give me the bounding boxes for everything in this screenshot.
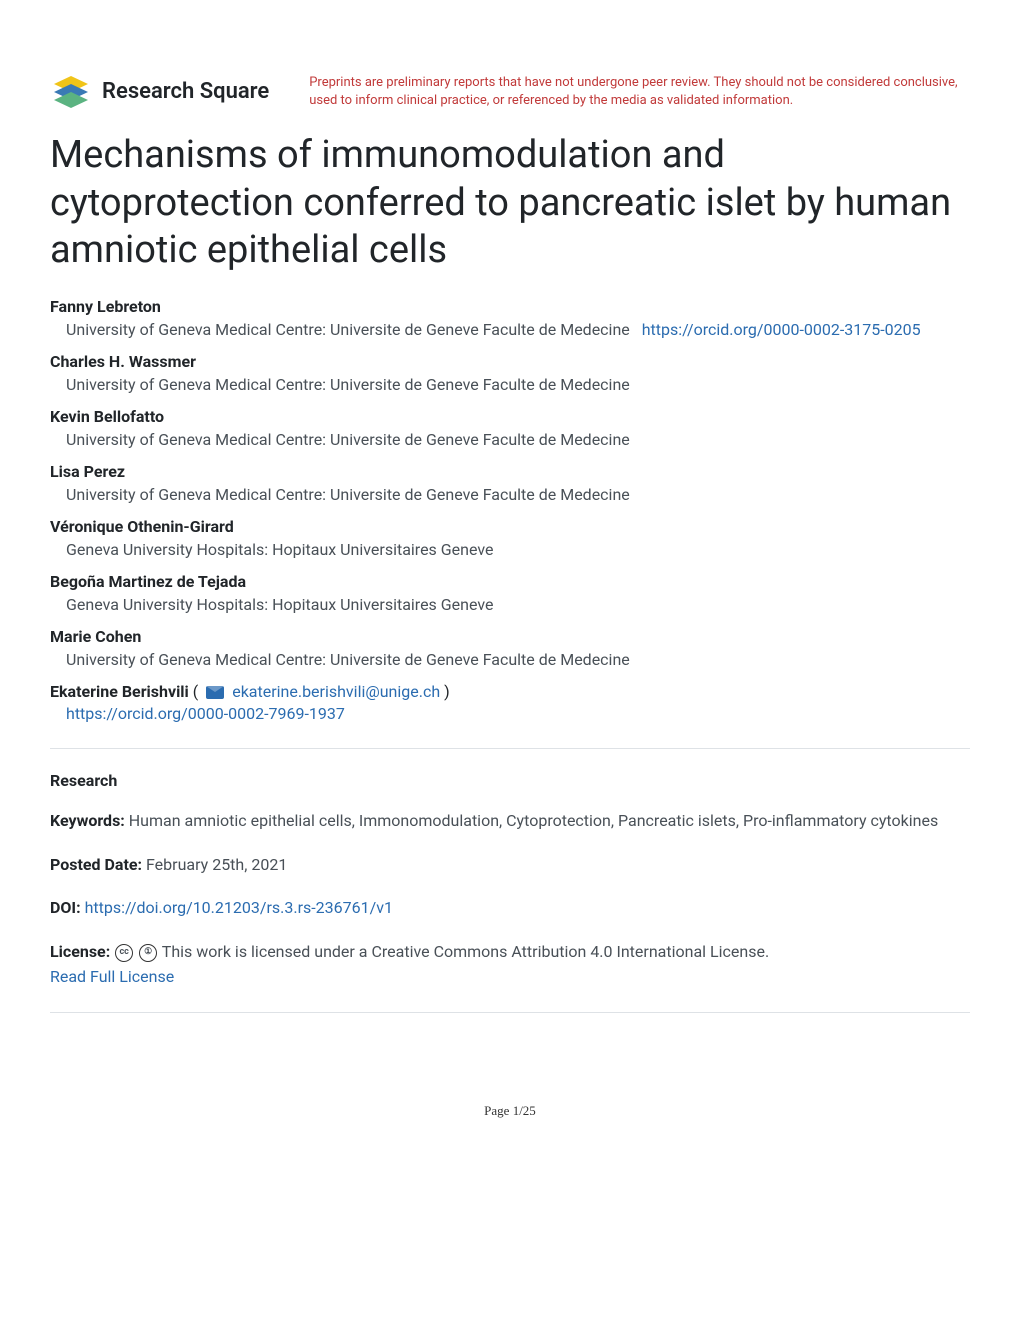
author-name: Ekaterine Berishvili (50, 682, 189, 701)
author-affiliation: University of Geneva Medical Centre: Uni… (50, 648, 970, 672)
corresponding-author-block: Ekaterine Berishvili ( ekaterine.berishv… (50, 682, 970, 727)
affiliation-text: University of Geneva Medical Centre: Uni… (66, 320, 630, 339)
author-affiliation: University of Geneva Medical Centre: Uni… (50, 373, 970, 397)
author-name: Lisa Perez (50, 462, 970, 481)
cc-icon: cc (115, 944, 133, 962)
author-block: Begoña Martinez de Tejada Geneva Univers… (50, 572, 970, 617)
author-name: Fanny Lebreton (50, 297, 970, 316)
author-name: Charles H. Wassmer (50, 352, 970, 371)
keywords-label: Keywords: (50, 811, 125, 830)
author-affiliation: Geneva University Hospitals: Hopitaux Un… (50, 593, 970, 617)
author-affiliation: University of Geneva Medical Centre: Uni… (50, 483, 970, 507)
corresponding-email[interactable]: ekaterine.berishvili@unige.ch (232, 682, 440, 701)
author-name: Marie Cohen (50, 627, 970, 646)
keywords-row: Keywords: Human amniotic epithelial cell… (50, 808, 970, 834)
logo[interactable]: Research Square (50, 70, 269, 112)
authors-list: Fanny Lebreton University of Geneva Medi… (50, 297, 970, 727)
corresponding-author-line: Ekaterine Berishvili ( ekaterine.berishv… (50, 682, 970, 701)
author-block: Véronique Othenin-Girard Geneva Universi… (50, 517, 970, 562)
author-block: Marie Cohen University of Geneva Medical… (50, 627, 970, 672)
posted-date-value: February 25th, 2021 (146, 855, 287, 874)
author-affiliation: University of Geneva Medical Centre: Uni… (50, 318, 970, 342)
preprint-disclaimer: Preprints are preliminary reports that h… (309, 70, 970, 110)
header: Research Square Preprints are preliminar… (50, 70, 970, 112)
envelope-icon (206, 686, 224, 699)
author-block: Lisa Perez University of Geneva Medical … (50, 462, 970, 507)
author-affiliation: University of Geneva Medical Centre: Uni… (50, 428, 970, 452)
author-name: Véronique Othenin-Girard (50, 517, 970, 536)
logo-text: Research Square (102, 79, 269, 104)
license-text: This work is licensed under a Creative C… (162, 942, 769, 961)
doi-label: DOI: (50, 898, 81, 917)
author-block: Fanny Lebreton University of Geneva Medi… (50, 297, 970, 342)
read-license-link[interactable]: Read Full License (50, 967, 174, 986)
doi-row: DOI: https://doi.org/10.21203/rs.3.rs-23… (50, 895, 970, 921)
orcid-link[interactable]: https://orcid.org/0000-0002-7969-1937 (50, 701, 970, 727)
license-row: License: cc ① This work is licensed unde… (50, 939, 970, 990)
author-affiliation: Geneva University Hospitals: Hopitaux Un… (50, 538, 970, 562)
posted-date-label: Posted Date: (50, 855, 142, 874)
research-label: Research (50, 771, 970, 790)
author-name: Kevin Bellofatto (50, 407, 970, 426)
license-label: License: (50, 942, 110, 961)
author-name: Begoña Martinez de Tejada (50, 572, 970, 591)
cc-by-icon: ① (139, 944, 157, 962)
author-block: Charles H. Wassmer University of Geneva … (50, 352, 970, 397)
section-divider (50, 1012, 970, 1013)
page-number: Page 1/25 (50, 1103, 970, 1119)
section-divider (50, 748, 970, 749)
keywords-value: Human amniotic epithelial cells, Immonom… (129, 811, 938, 830)
doi-link[interactable]: https://doi.org/10.21203/rs.3.rs-236761/… (85, 898, 393, 917)
research-square-icon (50, 70, 92, 112)
paper-title: Mechanisms of immunomodulation and cytop… (50, 132, 970, 275)
posted-date-row: Posted Date: February 25th, 2021 (50, 852, 970, 878)
orcid-link[interactable]: https://orcid.org/0000-0002-3175-0205 (634, 320, 921, 339)
author-block: Kevin Bellofatto University of Geneva Me… (50, 407, 970, 452)
